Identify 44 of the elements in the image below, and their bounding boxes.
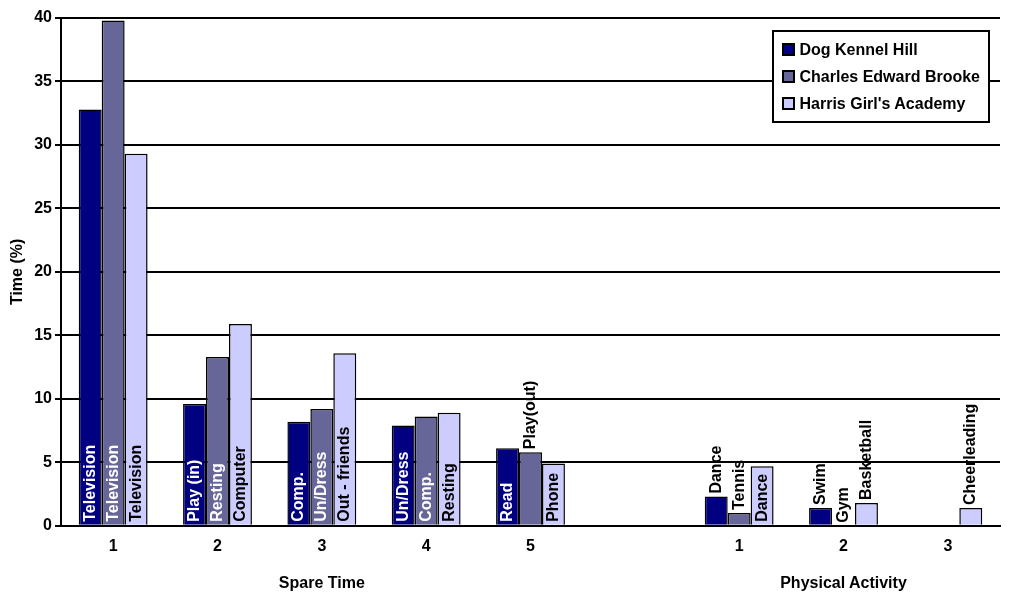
x-tick-label: 1 [108, 536, 118, 554]
y-tick-label: 40 [34, 8, 53, 26]
x-tick-label: 3 [943, 536, 953, 554]
data-label: Cheerleading [961, 403, 979, 506]
data-label: Comp. [289, 472, 307, 522]
y-axis-title: Time (%) [8, 238, 26, 306]
x-tick-label: 5 [526, 536, 536, 554]
y-tick-label: 0 [43, 516, 53, 534]
data-label: Television [80, 444, 98, 522]
data-label: Computer [230, 446, 248, 522]
data-label: Play (in) [184, 459, 202, 522]
data-label: Dance [706, 445, 724, 494]
data-label: Gym [833, 487, 851, 523]
data-label: Resting [207, 463, 225, 522]
x-tick-label: 4 [421, 536, 431, 554]
y-tick-label: 15 [34, 325, 53, 343]
data-label: Comp. [416, 472, 434, 522]
y-tick-label: 35 [34, 71, 53, 89]
y-tick-label: 20 [34, 262, 53, 280]
data-label: Television [126, 444, 144, 522]
y-tick-label: 5 [43, 452, 53, 470]
data-label: Resting [439, 463, 457, 522]
data-label: Basketball [856, 419, 874, 500]
data-label: Un/Dress [393, 451, 411, 522]
data-label: Play(out) [520, 380, 538, 450]
legend-label: Dog Kennel Hill [798, 39, 919, 60]
data-label: Read [497, 482, 515, 522]
x-tick-label: 2 [839, 536, 849, 554]
y-tick-label: 25 [34, 198, 53, 216]
data-label: Un/Dress [312, 451, 330, 522]
data-label: Phone [543, 472, 561, 522]
data-label: Dance [752, 473, 770, 522]
y-tick-label: 30 [34, 135, 53, 153]
data-label: Swim [810, 463, 828, 506]
legend-label: Harris Girl's Academy [798, 93, 967, 114]
data-label: Out - friends [335, 426, 353, 522]
legend-label: Charles Edward Brooke [798, 66, 980, 87]
x-axis-title: Spare Time [278, 573, 365, 592]
y-tick-label: 10 [34, 389, 53, 407]
data-label: Television [103, 444, 121, 522]
x-tick-label: 2 [213, 536, 223, 554]
x-tick-label: 1 [734, 536, 744, 554]
x-tick-label: 3 [317, 536, 327, 554]
text: Physical Activity [780, 573, 907, 592]
